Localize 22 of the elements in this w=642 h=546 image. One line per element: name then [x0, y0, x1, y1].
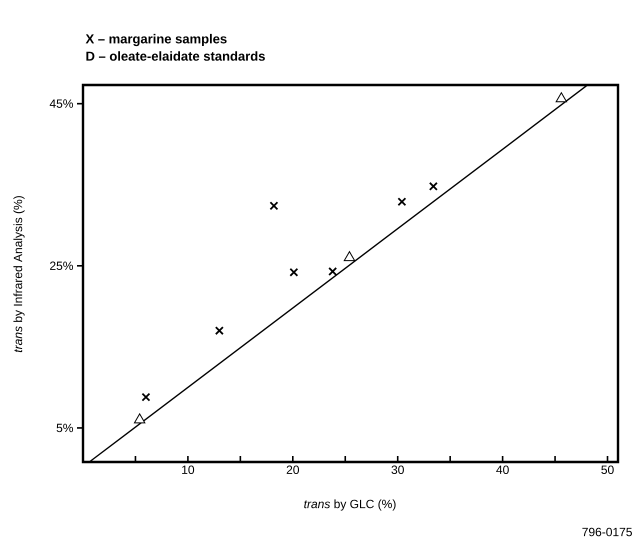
- point: [214, 326, 224, 336]
- x-tick-label: 20: [286, 466, 300, 474]
- point: [289, 268, 298, 277]
- point: [556, 92, 568, 102]
- x-tick-label: 10: [182, 466, 194, 474]
- point: [269, 201, 278, 210]
- point: [142, 392, 150, 402]
- text: D – oleate-elaidate standards: [86, 51, 265, 61]
- x-tick-label: 50: [601, 466, 614, 474]
- x-tick-label: 40: [496, 466, 509, 474]
- y-tick-label: 25%: [50, 262, 74, 270]
- text: X – margarine samples: [86, 34, 227, 46]
- x-axis-title: trans by GLC (%): [304, 499, 396, 511]
- point: [428, 182, 438, 191]
- text: 796-0175: [582, 528, 632, 536]
- y-tick-label: 45%: [50, 99, 74, 108]
- point: [328, 267, 338, 276]
- x-tick-label: 30: [391, 466, 404, 474]
- point: [344, 251, 356, 262]
- y-axis-title: trans by Infrared Analysis (%): [13, 196, 25, 352]
- point: [397, 197, 406, 206]
- y-tick-label: 5%: [56, 424, 74, 432]
